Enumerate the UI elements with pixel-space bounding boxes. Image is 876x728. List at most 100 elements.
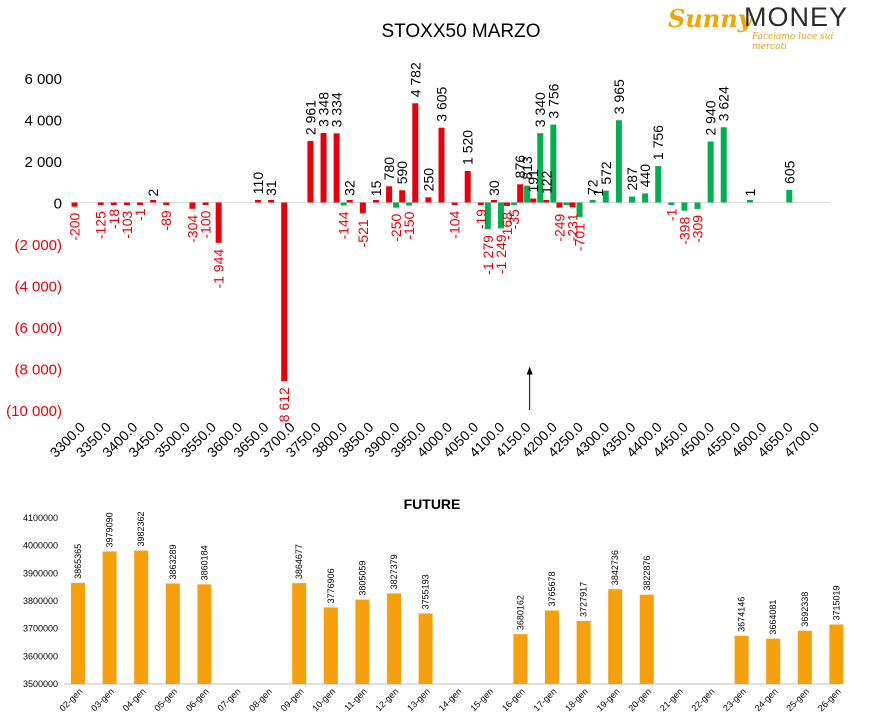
bar	[215, 202, 222, 243]
bar	[615, 120, 622, 203]
data-label: -103	[119, 210, 135, 238]
future-bar	[102, 551, 117, 684]
future-data-label: 3982362	[136, 511, 146, 546]
future-x-tick-label: 24-gen	[753, 686, 780, 713]
bar	[255, 200, 261, 203]
data-label: 250	[420, 168, 436, 192]
bar	[746, 200, 753, 203]
bar	[438, 127, 445, 203]
bar	[451, 202, 458, 205]
y-tick-label: (8 000)	[14, 362, 62, 379]
future-data-label: 3692338	[800, 592, 810, 627]
bar	[490, 200, 497, 203]
future-x-tick-label: 02-gen	[58, 686, 85, 713]
data-label: 440	[637, 164, 653, 188]
data-label: -100	[198, 210, 214, 238]
future-x-tick-label: 13-gen	[405, 686, 432, 713]
future-y-tick-label: 4100000	[23, 513, 58, 523]
future-bar	[418, 613, 433, 684]
future-x-tick-label: 18-gen	[563, 686, 590, 713]
annotation-arrow	[526, 366, 533, 410]
data-label: -309	[690, 215, 706, 243]
bar	[543, 199, 550, 203]
future-bar	[134, 550, 149, 684]
bar	[556, 202, 563, 208]
bar	[464, 170, 471, 203]
bar	[163, 202, 170, 205]
data-label: -150	[401, 211, 417, 239]
future-x-tick-label: 21-gen	[658, 686, 685, 713]
future-x-tick-label: 14-gen	[437, 686, 464, 713]
data-label: 590	[394, 161, 410, 185]
future-bar	[165, 583, 180, 684]
bar	[504, 202, 511, 206]
bar	[477, 202, 484, 205]
future-data-label: 3727917	[579, 582, 589, 617]
sunny-money-logo: Sunny MONEY Facciamo luce sui mercati	[666, 2, 866, 52]
logo-tagline: Facciamo luce sui mercati	[752, 32, 834, 52]
data-label: 3 334	[329, 92, 345, 127]
future-y-tick-label: 3900000	[23, 568, 58, 578]
data-label: 3 756	[545, 83, 561, 118]
data-label: -1 944	[211, 249, 227, 289]
data-label: -19	[473, 209, 489, 229]
data-label: 31	[263, 180, 279, 196]
bar	[71, 202, 78, 207]
future-x-tick-label: 06-gen	[184, 686, 211, 713]
data-label: 2 940	[703, 100, 719, 135]
bar	[524, 185, 531, 203]
future-bar	[545, 610, 559, 684]
future-x-tick-label: 16-gen	[500, 686, 527, 713]
chart-title: STOXX50 MARZO	[381, 21, 540, 42]
future-x-tick-label: 19-gen	[595, 686, 622, 713]
bar	[307, 141, 314, 203]
bar	[720, 127, 727, 203]
y-tick-label: 4 000	[24, 113, 62, 130]
future-bar	[323, 607, 338, 684]
future-data-label: 3822876	[642, 556, 652, 591]
future-title: FUTURE	[404, 496, 461, 512]
data-label: -521	[355, 219, 371, 247]
future-data-label: 3715019	[831, 585, 841, 620]
y-axis: 6 000 4 000 2 000 0 (2 000) (4 000) (6 000) (8 …	[6, 71, 830, 420]
bar	[563, 202, 570, 205]
future-x-tick-label: 05-gen	[152, 686, 179, 713]
bar	[425, 197, 432, 203]
data-label: 1	[590, 189, 606, 197]
future-bar	[829, 624, 844, 684]
data-label: 3 340	[532, 92, 548, 127]
bar	[386, 186, 393, 203]
future-bar	[766, 638, 781, 684]
future-bar	[513, 634, 528, 684]
bar	[484, 202, 491, 230]
bar	[372, 200, 379, 203]
future-bar	[355, 599, 370, 684]
future-data-label: 3765678	[547, 571, 557, 606]
data-label: 1 756	[650, 125, 666, 160]
y-tick-label: (2 000)	[14, 237, 62, 254]
bar	[340, 202, 347, 206]
future-data-label: 3776906	[326, 568, 336, 603]
future-data-label: 3979090	[105, 512, 115, 547]
future-x-tick-label: 11-gen	[342, 686, 368, 712]
future-x-tick-label: 22-gen	[690, 686, 717, 713]
future-bar	[197, 584, 212, 684]
future-y-tick-label: 3600000	[23, 651, 58, 661]
y-tick-label: 0	[54, 196, 62, 213]
data-label: -18	[106, 209, 122, 229]
future-bar	[734, 635, 749, 684]
y-tick-label: (10 000)	[6, 403, 62, 420]
data-label: -250	[388, 213, 404, 241]
future-x-tick-label: 17-gen	[532, 686, 559, 713]
data-label: 1 520	[460, 130, 476, 165]
future-y-tick-label: 3800000	[23, 596, 58, 606]
data-label: -1	[132, 208, 148, 221]
bar	[530, 198, 537, 203]
future-data-label: 3842736	[610, 550, 620, 585]
bar	[412, 103, 419, 203]
data-label: 3 348	[316, 92, 332, 127]
future-y-tick-label: 3700000	[23, 624, 58, 634]
data-label: 30	[486, 180, 502, 196]
data-label: 605	[781, 160, 797, 184]
future-x-tick-label: 12-gen	[374, 686, 401, 713]
